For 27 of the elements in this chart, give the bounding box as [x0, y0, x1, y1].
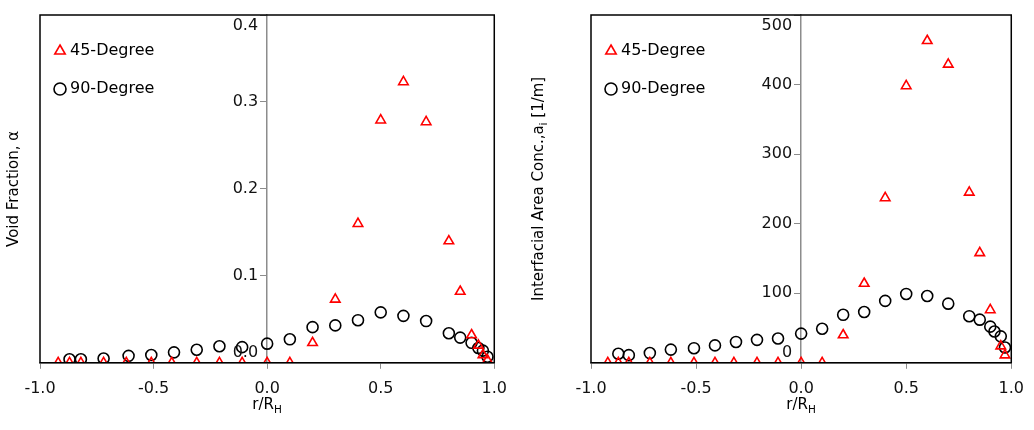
- y-tick-label: 0.4: [232, 15, 259, 35]
- y-tick-label: 200: [761, 212, 793, 232]
- y-tick-label: 500: [761, 15, 793, 35]
- y-axis-title: Interfacial Area Conc.,ai [1/m]: [528, 76, 549, 302]
- y-axis-title: Void Fraction, α: [3, 130, 22, 247]
- y-tick-label: 0.2: [232, 178, 259, 198]
- x-tick-label: 0.5: [367, 377, 394, 397]
- x-tick-label: -0.5: [680, 377, 712, 397]
- x-tick-label: 1.0: [998, 377, 1024, 397]
- x-tick-label: -1.0: [575, 377, 607, 397]
- y-tick-label: 400: [761, 73, 793, 93]
- legend-label: 90-Degree: [621, 78, 706, 98]
- y-tick-label: 300: [761, 143, 793, 163]
- y-tick-label: 0.0: [232, 341, 259, 361]
- legend-label: 90-Degree: [70, 78, 155, 98]
- legend-label: 45-Degree: [70, 40, 155, 60]
- x-tick-label: 0.0: [254, 377, 280, 397]
- y-tick-label: 0.1: [232, 265, 259, 285]
- x-tick-label: 0.0: [788, 377, 814, 397]
- y-tick-label: 0.3: [232, 91, 259, 111]
- x-tick-label: -1.0: [24, 377, 56, 397]
- x-tick-label: -0.5: [137, 377, 170, 397]
- x-tick-label: 1.0: [481, 377, 507, 397]
- legend-label: 45-Degree: [621, 40, 706, 60]
- y-tick-label: 0: [781, 341, 793, 361]
- x-tick-label: 0.5: [893, 377, 919, 397]
- y-tick-label: 100: [761, 282, 793, 302]
